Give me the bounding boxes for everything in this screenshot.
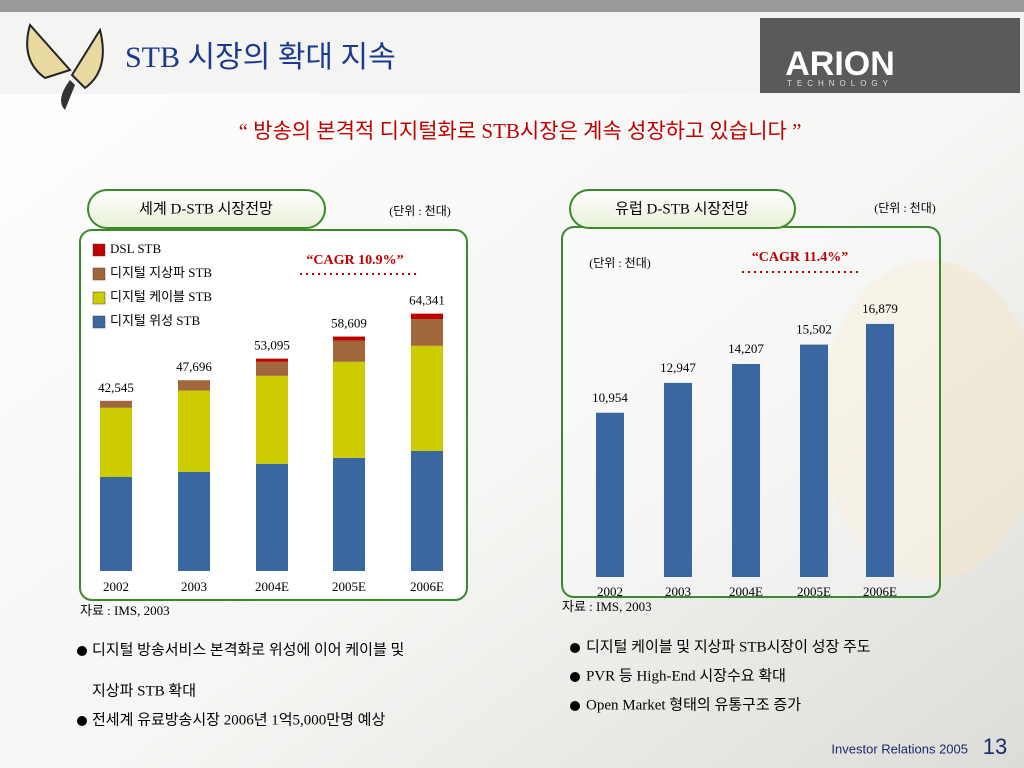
bullet-text: 디지털 케이블 및 지상파 STB시장이 성장 주도 [586, 638, 871, 655]
bullet-text: 디지털 방송서비스 본격화로 위성에 이어 케이블 및 [92, 641, 404, 658]
bar [596, 412, 624, 577]
total-label: 47,696 [176, 359, 212, 374]
value-label: 12,947 [660, 360, 696, 375]
bar-segment [100, 407, 132, 477]
x-tick-label: 2005E [797, 584, 831, 599]
chart-header [87, 189, 326, 229]
source: 자료 : IMS, 2003 [562, 599, 652, 614]
legend-swatch [92, 315, 106, 329]
bar [732, 364, 760, 577]
slide-title: STB 시장의 확대 지속 [125, 41, 396, 74]
logo-tagline: TECHNOLOGY [787, 79, 893, 88]
annotation: “CAGR 11.4%” [752, 250, 848, 265]
legend-label: 디지털 위성 STB [110, 313, 200, 328]
x-tick-label: 2003 [665, 584, 691, 599]
bar-segment [178, 390, 210, 472]
value-label: 14,207 [728, 341, 764, 356]
unit-label: (단위 : 천대) [589, 255, 651, 270]
x-tick-label: 2004E [729, 584, 763, 599]
legend-label: DSL STB [110, 241, 161, 256]
unit-label: (단위 : 천대) [874, 200, 936, 215]
subtitle: “ 방송의 본격적 디지털화로 STB시장은 계속 성장하고 있습니다 ” [239, 119, 802, 143]
x-tick-label: 2005E [332, 579, 366, 594]
bullet [570, 672, 580, 682]
bar-segment [333, 336, 365, 341]
total-label: 53,095 [254, 338, 290, 353]
page-number: 13 [983, 734, 1007, 759]
unit-label: (단위 : 천대) [389, 203, 451, 218]
x-tick-label: 2006E [410, 579, 444, 594]
legend-swatch [92, 243, 106, 257]
bar-segment [411, 313, 443, 319]
bar-segment [178, 380, 210, 391]
bar-segment [100, 400, 132, 408]
bar [866, 323, 894, 577]
legend-label: 디지털 케이블 STB [110, 289, 212, 304]
butterfly [26, 22, 104, 110]
bullet-text: PVR 등 High-End 시장수요 확대 [586, 667, 786, 684]
x-tick-label: 2004E [255, 579, 289, 594]
bar-segment [333, 340, 365, 362]
bullet [77, 716, 87, 726]
source: 자료 : IMS, 2003 [80, 603, 170, 618]
bar-segment [256, 463, 288, 571]
bullet-text: Open Market 형태의 유통구조 증가 [586, 696, 801, 713]
chart-title: 유럽 D-STB 시장전망 [615, 200, 749, 217]
bullet-text: 지상파 STB 확대 [92, 682, 196, 699]
bar-segment [178, 471, 210, 571]
bar-segment [333, 361, 365, 458]
value-label: 10,954 [592, 390, 628, 405]
bar-segment [100, 477, 132, 571]
logo-name: ARION [785, 45, 895, 83]
footer: Investor Relations 2005 [831, 741, 968, 756]
value-label: 15,502 [796, 322, 832, 337]
bar-segment [333, 457, 365, 571]
x-tick-label: 2006E [863, 584, 897, 599]
total-label: 64,341 [409, 293, 445, 308]
chart-header [569, 189, 796, 229]
bar-segment [256, 361, 288, 376]
bar-segment [256, 375, 288, 464]
bullet [77, 646, 87, 656]
top-strip [0, 0, 1024, 12]
total-label: 58,609 [331, 316, 367, 331]
bar-segment [256, 358, 288, 362]
bullet [570, 701, 580, 711]
x-tick-label: 2003 [181, 579, 207, 594]
value-label: 16,879 [862, 301, 898, 316]
x-tick-label: 2002 [103, 579, 129, 594]
annotation: “CAGR 10.9%” [306, 253, 403, 268]
legend-swatch [92, 291, 106, 305]
bar-segment [411, 319, 443, 346]
chart-title: 세계 D-STB 시장전망 [139, 200, 273, 217]
total-label: 42,545 [98, 380, 134, 395]
logo-panel [760, 18, 1020, 93]
bar [664, 382, 692, 577]
bar [800, 344, 828, 577]
bullet [570, 643, 580, 653]
x-tick-label: 2002 [597, 584, 623, 599]
bar-segment [411, 345, 443, 451]
bar-segment [411, 451, 443, 571]
legend-label: 디지털 지상파 STB [110, 265, 212, 280]
legend-swatch [92, 267, 106, 281]
bullet-text: 전세계 유료방송시장 2006년 1억5,000만명 예상 [92, 711, 385, 728]
